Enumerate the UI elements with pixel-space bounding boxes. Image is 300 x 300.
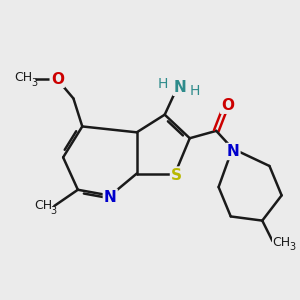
Text: H: H <box>158 77 168 91</box>
Text: H: H <box>190 84 200 98</box>
Text: O: O <box>221 98 234 113</box>
Text: O: O <box>51 72 64 87</box>
Text: N: N <box>174 80 186 95</box>
Text: N: N <box>227 144 239 159</box>
Text: 3: 3 <box>51 206 57 216</box>
Text: N: N <box>104 190 117 205</box>
Text: S: S <box>171 167 182 182</box>
Text: CH: CH <box>272 236 290 249</box>
Text: CH: CH <box>34 199 52 212</box>
Text: CH: CH <box>15 71 33 84</box>
Text: 3: 3 <box>289 242 296 252</box>
Text: 3: 3 <box>32 78 38 88</box>
